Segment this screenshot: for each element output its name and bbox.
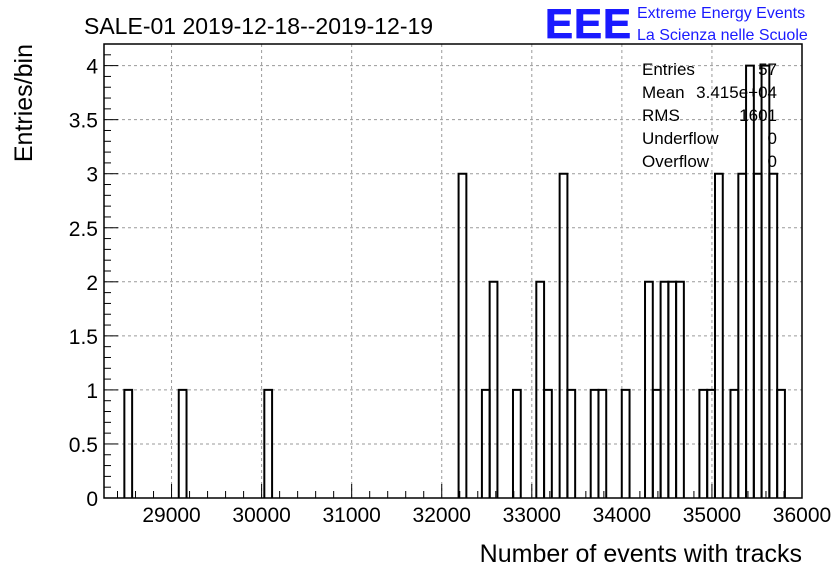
plot-frame xyxy=(103,43,803,499)
y-axis-label: Entries/bin xyxy=(10,44,38,162)
eee-logo-line1: Extreme Energy Events xyxy=(637,5,805,22)
x-tick-label: 31000 xyxy=(322,504,380,527)
y-tick-label: 3.5 xyxy=(69,110,98,133)
histogram-bin xyxy=(713,172,724,498)
histogram-bin xyxy=(177,388,188,498)
stats-label: RMS xyxy=(642,106,680,125)
stats-label: Mean xyxy=(642,83,685,102)
histogram-bin xyxy=(558,172,569,498)
histogram-bin xyxy=(123,388,134,498)
histogram-bin xyxy=(675,280,685,498)
y-tick-label: 3 xyxy=(86,164,98,187)
histogram-bars xyxy=(123,64,786,498)
histogram-bin xyxy=(620,388,631,498)
y-tick-label: 2.5 xyxy=(69,218,98,241)
histogram-bin xyxy=(776,388,786,498)
histogram-bin xyxy=(566,388,577,498)
eee-logo-line2: La Scienza nelle Scuole xyxy=(637,27,808,44)
x-axis-label: Number of events with tracks xyxy=(480,540,802,568)
y-tick-labels: 0 0.5 1 1.5 2 2.5 3 3.5 4 xyxy=(69,56,99,511)
y-tick-label: 0 xyxy=(86,488,98,511)
x-tick-label: 29000 xyxy=(142,504,200,527)
y-tick-label: 0.5 xyxy=(69,434,98,457)
y-tick-label: 1.5 xyxy=(69,326,98,349)
stats-label: Underflow xyxy=(642,129,719,148)
stats-value: 57 xyxy=(758,60,777,79)
histogram-bin xyxy=(263,388,274,498)
stats-label: Entries xyxy=(642,60,695,79)
histogram-bin xyxy=(488,280,499,498)
x-tick-label: 30000 xyxy=(232,504,290,527)
stats-value: 1601 xyxy=(739,106,777,125)
histogram-bin xyxy=(511,388,522,498)
histogram-bin xyxy=(543,388,553,498)
stats-value: 3.415e+04 xyxy=(696,83,777,102)
x-tick-label: 32000 xyxy=(413,504,471,527)
stats-label: Overflow xyxy=(642,152,710,171)
stats-box: Entries 57 Mean 3.415e+04 RMS 1601 Under… xyxy=(642,60,777,171)
x-tick-label: 34000 xyxy=(593,504,651,527)
x-tick-label: 35000 xyxy=(683,504,741,527)
x-tick-label: 36000 xyxy=(773,504,831,527)
y-tick-label: 2 xyxy=(86,272,98,295)
y-tick-label: 4 xyxy=(86,56,98,79)
stats-value: 0 xyxy=(768,152,777,171)
histogram-bin xyxy=(457,172,468,498)
histogram-bin xyxy=(768,172,779,498)
chart-title: SALE-01 2019-12-18--2019-12-19 xyxy=(84,13,433,39)
histogram-bin xyxy=(597,388,608,498)
x-tick-labels: 29000 30000 31000 32000 33000 34000 35000 36000 xyxy=(142,504,831,527)
eee-logo-mark: EEE xyxy=(545,0,632,47)
grid-lines xyxy=(104,44,802,498)
axis-ticks xyxy=(104,54,803,499)
stats-value: 0 xyxy=(768,129,777,148)
y-tick-label: 1 xyxy=(86,380,98,403)
x-tick-label: 33000 xyxy=(503,504,561,527)
